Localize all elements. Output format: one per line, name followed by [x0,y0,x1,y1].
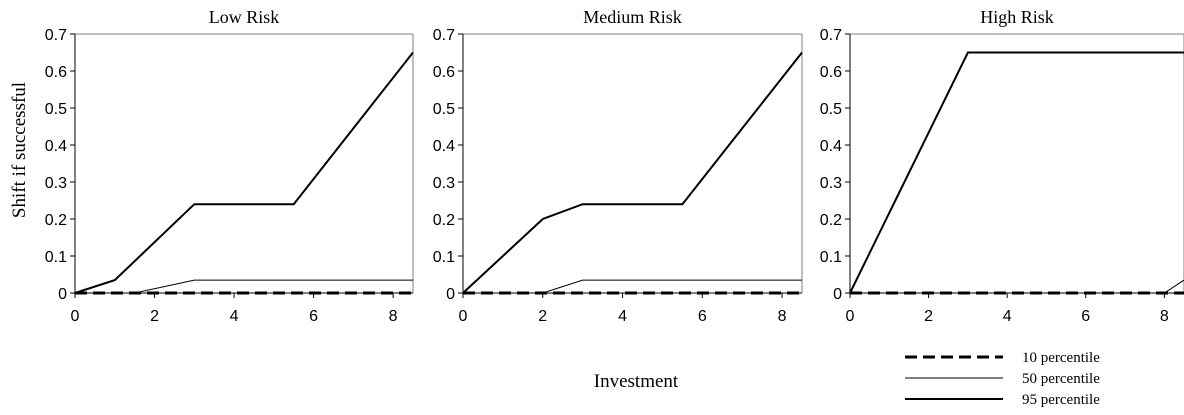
legend-item: 50 percentile [905,371,1100,387]
y-tick-label: 0.6 [433,64,455,81]
panel-title: Low Risk [209,7,280,27]
y-tick-label: 0.5 [45,101,67,118]
y-tick-label: 0.7 [433,27,455,44]
chart-panel: Medium Risk 0 0.1 0.2 0.3 0.4 0.5 0.6 0.7 0 2 4 6 8 [433,7,803,325]
panel-title: High Risk [980,7,1054,27]
y-tick-label: 0.4 [820,138,842,155]
y-tick-label: 0.7 [820,27,842,44]
x-tick-label: 0 [71,308,80,325]
y-tick-label: 0.7 [45,27,67,44]
x-tick-label: 6 [309,308,318,325]
legend-item: 95 percentile [905,392,1100,408]
y-tick-label: 0.5 [433,101,455,118]
x-tick-label: 4 [230,308,239,325]
series-line [850,279,1184,294]
y-tick-label: 0.6 [45,64,67,81]
panel-title: Medium Risk [583,7,682,27]
y-tick-label: 0.1 [45,249,67,266]
y-tick-label: 0.1 [820,249,842,266]
x-tick-label: 4 [618,308,627,325]
x-tick-label: 8 [1160,308,1169,325]
x-tick-label: 2 [924,308,933,325]
x-tick-label: 2 [150,308,159,325]
chart-panel: High Risk 0 0.1 0.2 0.3 0.4 0.5 0.6 0.7 0 2 4 6 8 [820,7,1184,325]
y-tick-label: 0.3 [433,175,455,192]
y-tick-label: 0.3 [45,175,67,192]
y-axis-title: Shift if successful [9,82,30,218]
series-line [74,51,414,294]
x-tick-label: 2 [538,308,547,325]
y-tick-label: 0.2 [45,212,67,229]
x-tick-label: 0 [459,308,468,325]
legend-label: 50 percentile [1022,371,1100,387]
x-tick-label: 8 [778,308,787,325]
y-tick-label: 0 [833,286,842,303]
y-tick-label: 0.2 [820,212,842,229]
legend-label: 95 percentile [1022,392,1100,408]
x-tick-label: 4 [1003,308,1012,325]
y-tick-label: 0.3 [820,175,842,192]
legend-label: 10 percentile [1022,350,1100,366]
y-tick-label: 0 [446,286,455,303]
y-tick-label: 0.6 [820,64,842,81]
y-tick-label: 0.5 [820,101,842,118]
legend: 10 percentile 50 percentile 95 percentile [905,350,1100,408]
y-tick-label: 0.4 [433,138,455,155]
x-tick-label: 6 [1081,308,1090,325]
x-tick-label: 0 [846,308,855,325]
series-line [462,51,803,294]
x-tick-label: 6 [698,308,707,325]
x-axis-title: Investment [594,371,679,392]
y-tick-label: 0.4 [45,138,67,155]
series-line [849,51,1184,294]
y-tick-label: 0.2 [433,212,455,229]
y-tick-label: 0.1 [433,249,455,266]
y-tick-label: 0 [58,286,67,303]
chart-panel: Low Risk 0 0.1 0.2 0.3 0.4 0.5 0.6 0.7 0 2 4 6 8 [45,7,414,325]
x-tick-label: 8 [389,308,398,325]
series-line [463,279,802,294]
series-line [75,279,413,294]
legend-item: 10 percentile [905,350,1100,366]
